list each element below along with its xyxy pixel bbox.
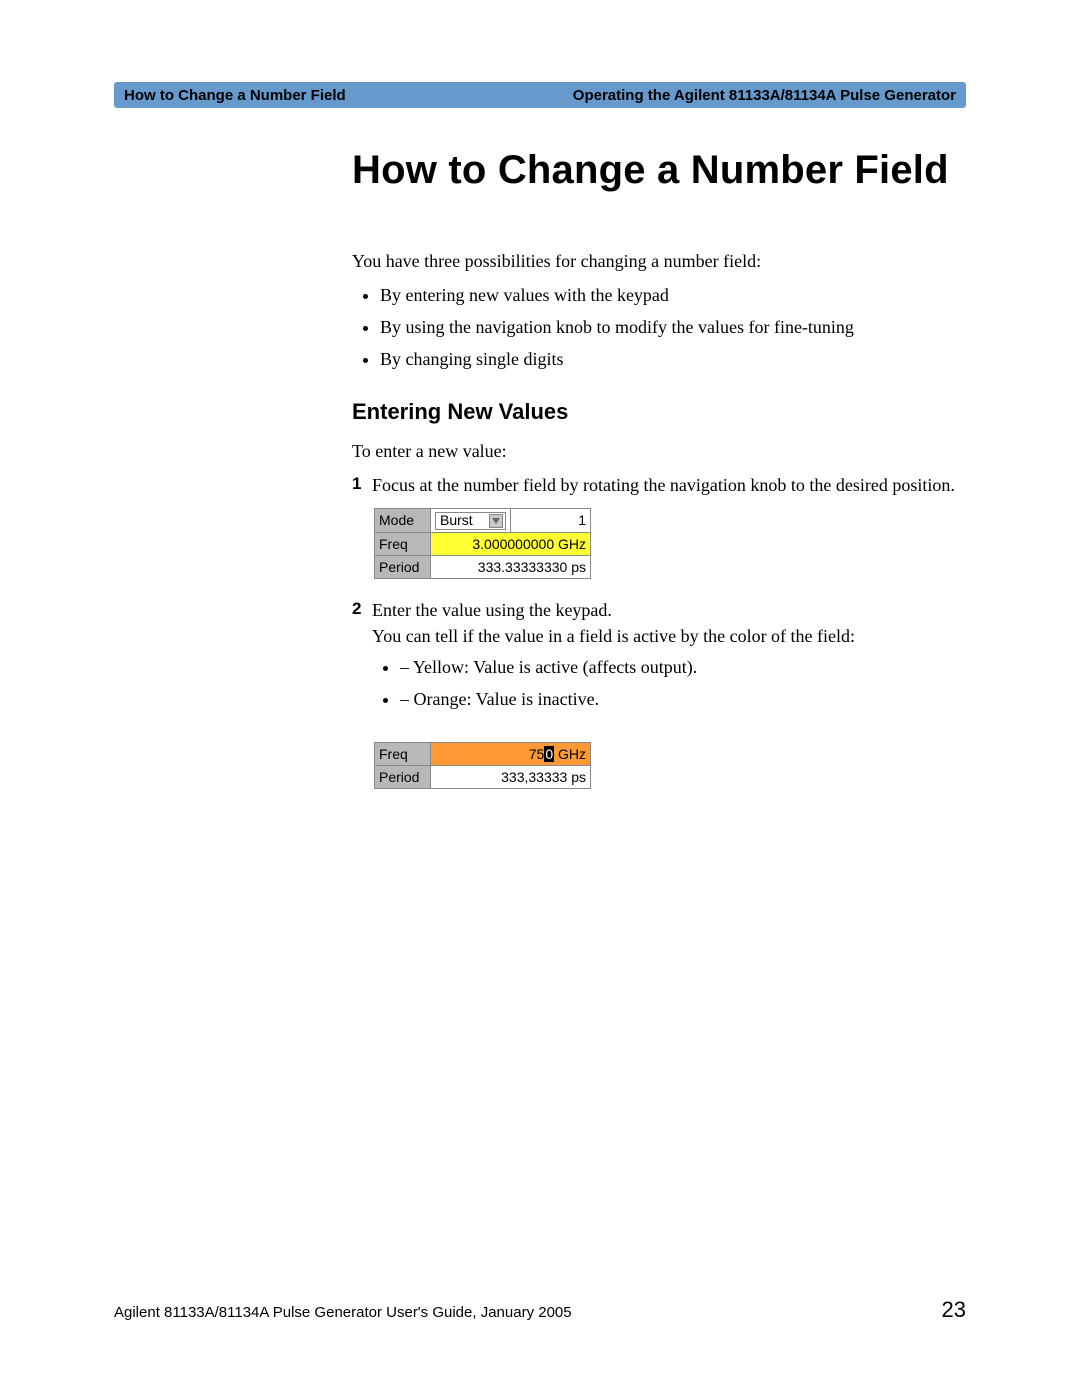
step2-line2: You can tell if the value in a field is … bbox=[372, 626, 855, 646]
section-heading: Entering New Values bbox=[352, 396, 966, 428]
period-label: Period bbox=[375, 766, 431, 789]
table-row: Freq 3.000000000 GHz bbox=[375, 532, 591, 555]
mode-select[interactable]: Burst bbox=[435, 512, 506, 530]
freq-label: Freq bbox=[375, 532, 431, 555]
freq-label: Freq bbox=[375, 742, 431, 765]
intro-paragraph: You have three possibilities for changin… bbox=[352, 248, 966, 274]
chevron-down-icon bbox=[489, 514, 503, 528]
document-page: How to Change a Number Field Operating t… bbox=[0, 0, 1080, 1397]
step-number: 2 bbox=[352, 597, 372, 731]
header-chapter-title: Operating the Agilent 81133A/81134A Puls… bbox=[573, 87, 956, 104]
step-item: 2 Enter the value using the keypad. You … bbox=[352, 597, 966, 731]
header-section-title: How to Change a Number Field bbox=[124, 87, 346, 104]
mode-select-cell: Burst bbox=[431, 509, 511, 532]
ui-screenshot-2: Freq 750 GHz Period 333,33333 ps bbox=[374, 742, 591, 790]
ui-screenshot-1: Mode Burst 1 Freq 3.000000000 GHz bbox=[374, 508, 591, 579]
body-content: You have three possibilities for changin… bbox=[352, 248, 966, 807]
freq-field-inactive[interactable]: 750 GHz bbox=[431, 742, 591, 765]
bullet-item: By entering new values with the keypad bbox=[380, 282, 966, 308]
table-row: Period 333,33333 ps bbox=[375, 766, 591, 789]
step2-line1: Enter the value using the keypad. bbox=[372, 600, 612, 620]
bullet-item: By changing single digits bbox=[380, 346, 966, 372]
page-footer: Agilent 81133A/81134A Pulse Generator Us… bbox=[114, 1297, 966, 1323]
page-title: How to Change a Number Field bbox=[352, 148, 949, 193]
steps-list: 1 Focus at the number field by rotating … bbox=[352, 472, 966, 789]
intro-bullets: By entering new values with the keypad B… bbox=[352, 282, 966, 372]
color-meaning-list: Yellow: Value is active (affects output)… bbox=[372, 654, 966, 712]
color-meaning-item: Yellow: Value is active (affects output)… bbox=[400, 654, 966, 680]
color-meaning-item: Orange: Value is inactive. bbox=[400, 686, 966, 712]
step-text: Focus at the number field by rotating th… bbox=[372, 472, 966, 498]
period-field[interactable]: 333,33333 ps bbox=[431, 766, 591, 789]
mode-select-value: Burst bbox=[440, 510, 473, 530]
mode-label: Mode bbox=[375, 509, 431, 532]
period-field[interactable]: 333.33333330 ps bbox=[431, 556, 591, 579]
bullet-item: By using the navigation knob to modify t… bbox=[380, 314, 966, 340]
freq-field-active[interactable]: 3.000000000 GHz bbox=[431, 532, 591, 555]
table-row: Mode Burst 1 bbox=[375, 509, 591, 532]
page-number: 23 bbox=[942, 1297, 966, 1323]
table-row: Period 333.33333330 ps bbox=[375, 556, 591, 579]
freq-value-pre: 75 bbox=[529, 746, 545, 762]
period-label: Period bbox=[375, 556, 431, 579]
step-item: 1 Focus at the number field by rotating … bbox=[352, 472, 966, 498]
section-lead: To enter a new value: bbox=[352, 438, 966, 464]
page-header-bar: How to Change a Number Field Operating t… bbox=[114, 82, 966, 108]
footer-doc-title: Agilent 81133A/81134A Pulse Generator Us… bbox=[114, 1304, 572, 1321]
mode-count-field[interactable]: 1 bbox=[511, 509, 591, 532]
freq-value-highlighted-digit: 0 bbox=[544, 746, 554, 762]
step-text: Enter the value using the keypad. You ca… bbox=[372, 597, 966, 731]
step-number: 1 bbox=[352, 472, 372, 498]
freq-value-post: GHz bbox=[554, 746, 586, 762]
table-row: Freq 750 GHz bbox=[375, 742, 591, 765]
